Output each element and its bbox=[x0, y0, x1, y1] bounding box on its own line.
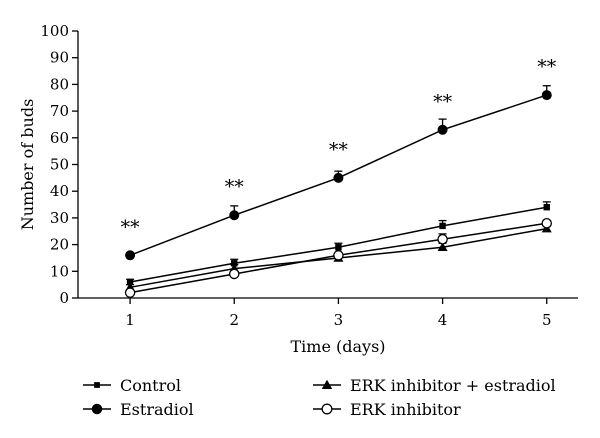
data-point bbox=[228, 268, 240, 280]
series-estradiol bbox=[125, 85, 552, 261]
legend-item-estradiol: Estradiol bbox=[83, 400, 194, 419]
x-tick-label: 3 bbox=[334, 311, 344, 329]
data-point bbox=[125, 250, 136, 261]
legend-item-erk-inhibitor: ERK inhibitor bbox=[313, 400, 461, 419]
data-point bbox=[126, 278, 134, 286]
x-tick-label: 1 bbox=[125, 311, 135, 329]
legend-marker bbox=[321, 379, 333, 389]
legend-marker bbox=[94, 382, 100, 388]
significance-marker: ** bbox=[537, 56, 557, 78]
x-tick-label: 4 bbox=[438, 311, 448, 329]
y-tick-label: 30 bbox=[50, 209, 69, 227]
data-point bbox=[437, 124, 448, 135]
annotations: ** ** ** ** ** bbox=[121, 56, 557, 238]
data-point bbox=[543, 204, 550, 211]
y-tick-label: 10 bbox=[50, 262, 69, 280]
significance-marker: ** bbox=[225, 176, 245, 198]
legend-item-control: Control bbox=[83, 376, 181, 395]
data-point bbox=[124, 287, 136, 298]
significance-marker: ** bbox=[433, 91, 453, 113]
series-erk-inhibitor bbox=[124, 217, 553, 298]
legend-label: Control bbox=[120, 376, 181, 395]
data-point bbox=[333, 172, 344, 183]
series-group bbox=[124, 85, 553, 298]
y-axis-label: Number of buds bbox=[18, 99, 37, 231]
y-tick-label: 90 bbox=[50, 49, 69, 67]
axes: 0 10 20 30 40 50 60 70 80 90 100 1 2 3 4 5 bbox=[40, 22, 578, 329]
y-tick-label: 100 bbox=[40, 22, 69, 40]
data-point bbox=[439, 222, 446, 230]
data-point bbox=[541, 217, 553, 229]
y-tick-label: 60 bbox=[50, 129, 69, 147]
legend-item-erk-inhibitor-estradiol: ERK inhibitor + estradiol bbox=[313, 376, 556, 395]
y-tick-label: 20 bbox=[50, 236, 69, 254]
legend-label: Estradiol bbox=[120, 400, 194, 419]
y-tick-label: 40 bbox=[50, 182, 69, 200]
data-point bbox=[335, 244, 342, 251]
data-point bbox=[229, 210, 240, 221]
legend-marker bbox=[321, 403, 333, 415]
legend: Control Estradiol ERK inhibitor + estradio… bbox=[83, 376, 556, 419]
y-tick-label: 70 bbox=[50, 102, 69, 120]
y-tick-label: 50 bbox=[50, 156, 69, 174]
x-tick-label: 2 bbox=[229, 311, 239, 329]
series-control bbox=[126, 201, 551, 286]
data-point bbox=[541, 90, 552, 101]
y-tick-label: 80 bbox=[50, 75, 69, 93]
data-point bbox=[437, 234, 448, 245]
x-axis-label: Time (days) bbox=[290, 337, 385, 356]
significance-marker: ** bbox=[329, 139, 349, 161]
x-tick-label: 5 bbox=[542, 311, 552, 329]
data-point bbox=[437, 242, 448, 252]
data-point bbox=[231, 260, 238, 267]
y-tick-label: 0 bbox=[59, 289, 69, 307]
legend-marker bbox=[91, 403, 103, 415]
legend-label: ERK inhibitor + estradiol bbox=[350, 376, 556, 395]
significance-marker: ** bbox=[121, 216, 141, 238]
legend-label: ERK inhibitor bbox=[350, 400, 461, 419]
data-point bbox=[333, 250, 344, 261]
